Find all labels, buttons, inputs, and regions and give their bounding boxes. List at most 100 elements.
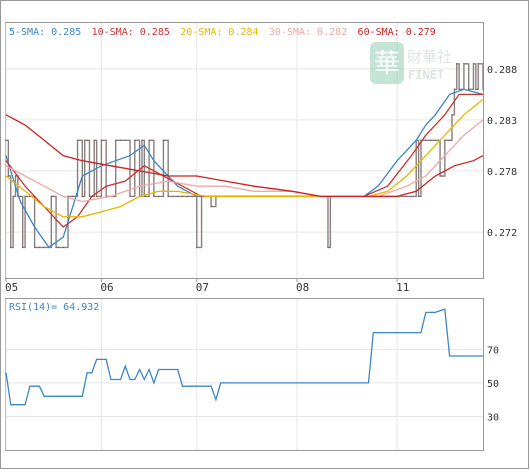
price-point xyxy=(191,195,193,197)
price-point xyxy=(472,63,475,65)
price-point xyxy=(434,139,436,141)
price-y-tick-label: 0.272 xyxy=(487,228,517,239)
moving-average-lines xyxy=(5,88,484,249)
price-point xyxy=(129,195,131,197)
price-point xyxy=(177,195,179,197)
price-point xyxy=(55,246,57,248)
price-point xyxy=(93,139,95,141)
price-point xyxy=(153,195,155,197)
price-point xyxy=(86,139,88,141)
price-point xyxy=(10,246,12,248)
price-point xyxy=(418,195,420,197)
price-point xyxy=(468,88,470,90)
price-point xyxy=(96,195,98,197)
legend-10-sma: 10-SMA: 0.285 xyxy=(92,27,170,38)
price-point xyxy=(34,246,36,248)
price-point xyxy=(429,139,432,141)
x-tick-label: 07 xyxy=(196,281,209,294)
price-point xyxy=(43,246,45,248)
price-point xyxy=(62,246,64,248)
legend-30-sma: 30-SMA: 0.282 xyxy=(269,27,347,38)
watermark-glyph-badge xyxy=(370,42,404,84)
rsi-line xyxy=(5,308,483,406)
price-point xyxy=(181,195,184,197)
price-point xyxy=(14,175,17,177)
ma-line-60-sma xyxy=(5,114,484,198)
price-point xyxy=(5,139,7,141)
price-point xyxy=(38,246,40,248)
price-point xyxy=(100,139,102,141)
price-point xyxy=(22,246,24,248)
legend: 5-SMA: 0.285 10-SMA: 0.285 20-SMA: 0.284 30… xyxy=(9,27,436,38)
price-point xyxy=(124,139,126,141)
rsi-y-tick-label: 30 xyxy=(487,412,499,423)
price-point xyxy=(119,139,122,141)
price-point xyxy=(449,139,451,141)
price-point xyxy=(19,195,21,197)
price-point xyxy=(148,139,150,141)
price-point xyxy=(84,139,86,141)
price-point xyxy=(458,88,460,90)
price-point xyxy=(210,206,212,208)
price-point xyxy=(53,195,55,197)
price-step-line xyxy=(6,63,484,249)
x-tick-label: 06 xyxy=(100,281,113,294)
watermark-text-bottom: FINET xyxy=(408,68,444,82)
price-y-tick-label: 0.288 xyxy=(487,65,517,76)
rsi-series-line xyxy=(5,308,483,406)
price-point xyxy=(406,195,408,197)
price-point xyxy=(482,88,484,90)
price-point xyxy=(134,139,136,141)
price-point xyxy=(7,175,9,177)
ma-line-20-sma xyxy=(5,98,484,218)
price-point xyxy=(172,195,174,197)
rsi-y-tick-label: 70 xyxy=(487,345,499,356)
price-point xyxy=(410,195,413,197)
price-point xyxy=(451,114,453,116)
price-point xyxy=(143,195,145,197)
price-point xyxy=(81,195,83,197)
ma-line-30-sma xyxy=(5,119,484,203)
x-tick-label: 05 xyxy=(5,281,18,294)
price-point xyxy=(186,195,188,197)
price-point xyxy=(425,139,427,141)
price-y-tick-label: 0.278 xyxy=(487,167,517,178)
price-point xyxy=(162,139,165,141)
legend-5-sma: 5-SMA: 0.285 xyxy=(9,27,81,38)
price-point xyxy=(141,139,143,141)
rsi-y-axis: 70 50 30 xyxy=(487,345,499,423)
price-point xyxy=(463,63,465,65)
rsi-panel xyxy=(5,298,484,451)
legend-20-sma: 20-SMA: 0.284 xyxy=(180,27,258,38)
price-point xyxy=(115,139,117,141)
x-tick-label: 08 xyxy=(296,281,309,294)
price-point xyxy=(327,246,329,248)
price-point xyxy=(24,195,26,197)
watermark-text-top: 財華社 xyxy=(407,48,452,66)
x-tick-label: 11 xyxy=(396,281,409,294)
price-point xyxy=(444,139,446,141)
price-point xyxy=(453,88,455,90)
price-point xyxy=(158,195,160,197)
price-point xyxy=(477,63,479,65)
price-point xyxy=(196,246,198,248)
price-point xyxy=(456,63,458,65)
rsi-label: RSI(14)= 64.932 xyxy=(9,302,99,313)
price-point xyxy=(88,195,91,197)
rsi-y-tick-label: 50 xyxy=(487,379,499,390)
price-point xyxy=(167,195,169,197)
price-point xyxy=(50,195,52,197)
price-point xyxy=(72,195,74,197)
price-point xyxy=(475,88,477,90)
price-point xyxy=(67,195,69,197)
price-point xyxy=(57,246,60,248)
price-y-tick-label: 0.283 xyxy=(487,116,517,127)
price-point xyxy=(12,195,14,197)
price-point xyxy=(439,175,441,177)
ma-line-10-sma xyxy=(5,93,483,228)
finet-watermark-logo: 華 財華社 FINET xyxy=(370,42,452,84)
price-y-axis: 0.288 0.283 0.278 0.272 xyxy=(487,65,517,239)
x-axis: 05 06 07 08 11 xyxy=(5,278,409,294)
